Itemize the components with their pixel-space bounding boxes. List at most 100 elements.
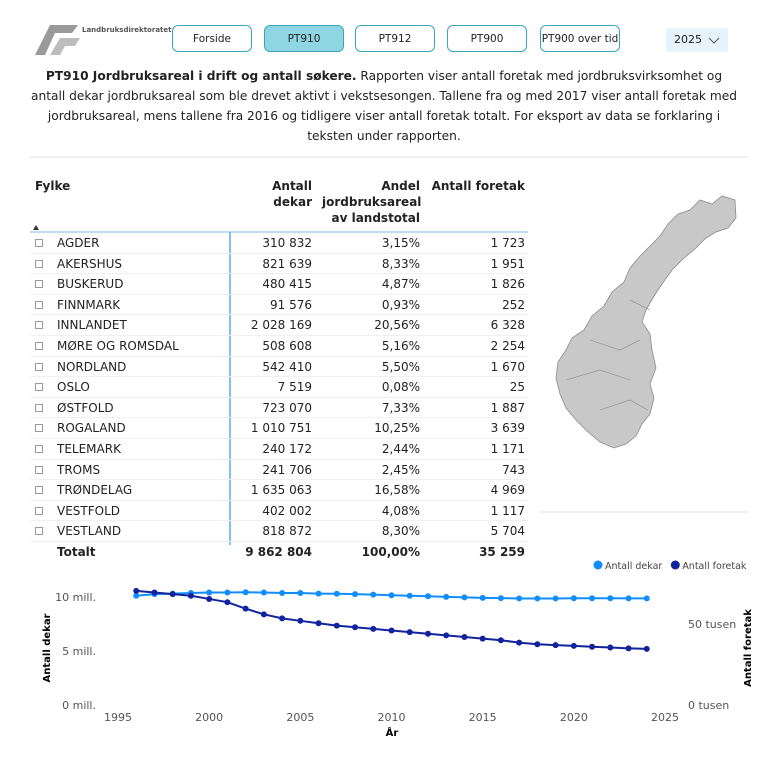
cell-value: 818 872 bbox=[262, 524, 312, 539]
cell-value: 723 070 bbox=[262, 400, 312, 415]
year-value: 2025 bbox=[674, 33, 702, 46]
row-separator bbox=[30, 355, 528, 357]
expand-icon[interactable] bbox=[35, 300, 43, 309]
data-point bbox=[224, 589, 231, 596]
data-point bbox=[224, 599, 231, 606]
expand-icon[interactable] bbox=[35, 403, 43, 412]
x-tick-label: 2005 bbox=[286, 711, 314, 724]
year-dropdown[interactable]: 2025 bbox=[666, 28, 728, 52]
data-point bbox=[589, 643, 596, 650]
row-separator bbox=[30, 520, 528, 522]
cell-value: 0,93% bbox=[381, 297, 420, 312]
total-cell: 9 862 804 bbox=[245, 545, 312, 559]
data-point bbox=[570, 642, 577, 649]
expand-icon[interactable] bbox=[35, 362, 43, 371]
expand-icon[interactable] bbox=[35, 239, 43, 247]
nav-button[interactable]: PT900 bbox=[447, 25, 527, 52]
total-cell: 100,00% bbox=[361, 545, 420, 559]
data-point bbox=[206, 589, 213, 596]
cell-value: 5,16% bbox=[381, 339, 420, 353]
data-point bbox=[643, 645, 650, 652]
chevron bbox=[708, 37, 720, 44]
column-header: Andel jordbruksareal av landstotal bbox=[322, 179, 422, 225]
cell-value: 20,56% bbox=[374, 318, 420, 333]
row-separator bbox=[30, 417, 528, 419]
x-axis-label: År bbox=[386, 726, 399, 739]
expand-icon[interactable] bbox=[35, 280, 43, 289]
data-point bbox=[370, 591, 377, 598]
map bbox=[555, 195, 737, 449]
cell-value: 2 254 bbox=[490, 339, 525, 353]
x-tick-label: 1995 bbox=[104, 711, 132, 724]
cell-value: 310 832 bbox=[262, 236, 312, 250]
data-point bbox=[534, 641, 541, 648]
cell-value: 1 117 bbox=[490, 503, 525, 518]
data-point bbox=[461, 634, 468, 640]
data-point bbox=[443, 593, 450, 600]
county-name: OSLO bbox=[57, 380, 90, 395]
nav-button[interactable]: PT910 bbox=[264, 25, 344, 52]
cell-value: 5 704 bbox=[490, 524, 525, 539]
row-separator bbox=[30, 438, 528, 439]
row-separator bbox=[30, 541, 528, 542]
cell-value: 8,30% bbox=[381, 524, 420, 539]
county-name: ROGALAND bbox=[57, 421, 126, 436]
expand-icon[interactable] bbox=[35, 342, 43, 350]
cell-value: 4,87% bbox=[381, 277, 420, 292]
expand-icon[interactable] bbox=[35, 424, 43, 433]
expand-icon[interactable] bbox=[35, 465, 43, 474]
county-name: INNLANDET bbox=[57, 318, 127, 333]
nav-button[interactable]: PT900 over tid bbox=[540, 25, 620, 52]
row-separator bbox=[30, 396, 528, 398]
total-cell: 35 259 bbox=[479, 545, 525, 559]
cell-value: 2 028 169 bbox=[250, 318, 312, 333]
data-point bbox=[552, 642, 559, 649]
cell-value: 402 002 bbox=[262, 503, 312, 518]
row-separator bbox=[30, 499, 528, 501]
x-tick-label: 2025 bbox=[651, 711, 679, 724]
legend-label: Antall foretak bbox=[682, 561, 747, 572]
data-point bbox=[279, 590, 286, 597]
expand-icon[interactable] bbox=[35, 486, 43, 495]
expand-icon[interactable] bbox=[35, 527, 43, 536]
cell-value: 743 bbox=[502, 462, 525, 477]
data-point bbox=[352, 591, 359, 598]
data-point bbox=[315, 590, 322, 597]
expand-icon[interactable] bbox=[35, 383, 43, 392]
data-point bbox=[315, 620, 322, 627]
expand-icon[interactable] bbox=[35, 506, 43, 515]
legend-label: Antall dekar bbox=[605, 561, 662, 572]
data-point bbox=[333, 590, 340, 597]
y2-tick-label: 50 tusen bbox=[688, 618, 736, 631]
expand-icon[interactable] bbox=[35, 445, 43, 453]
data-point bbox=[352, 624, 359, 631]
nav-button[interactable]: PT912 bbox=[355, 25, 435, 52]
column-header: Fylke bbox=[35, 179, 71, 193]
cell-value: 1 635 063 bbox=[250, 483, 312, 498]
county-name: AGDER bbox=[57, 236, 100, 250]
cell-value: 7 519 bbox=[277, 380, 312, 395]
data-point bbox=[187, 592, 194, 599]
data-point bbox=[497, 637, 504, 644]
data-point bbox=[443, 632, 450, 639]
cell-value: 16,58% bbox=[374, 483, 420, 498]
data-point bbox=[133, 592, 140, 599]
cell-value: 1 887 bbox=[490, 400, 525, 415]
row-separator bbox=[30, 376, 528, 378]
cell-value: 1 826 bbox=[490, 277, 525, 292]
nav-button[interactable]: Forside bbox=[172, 25, 252, 52]
cell-value: 1 951 bbox=[490, 256, 525, 271]
data-point bbox=[479, 635, 486, 642]
data-point bbox=[279, 615, 286, 622]
cell-value: 2,45% bbox=[381, 462, 420, 477]
logo bbox=[35, 25, 80, 55]
expand-icon[interactable] bbox=[35, 259, 43, 268]
sort-arrow bbox=[33, 225, 39, 230]
description-title: PT910 Jordbruksareal i drift og antall s… bbox=[45, 69, 357, 83]
cell-value: 3,15% bbox=[381, 236, 420, 250]
data-point bbox=[169, 591, 176, 598]
data-point bbox=[297, 617, 304, 624]
expand-icon[interactable] bbox=[35, 321, 43, 330]
x-tick-label: 2015 bbox=[469, 711, 497, 724]
